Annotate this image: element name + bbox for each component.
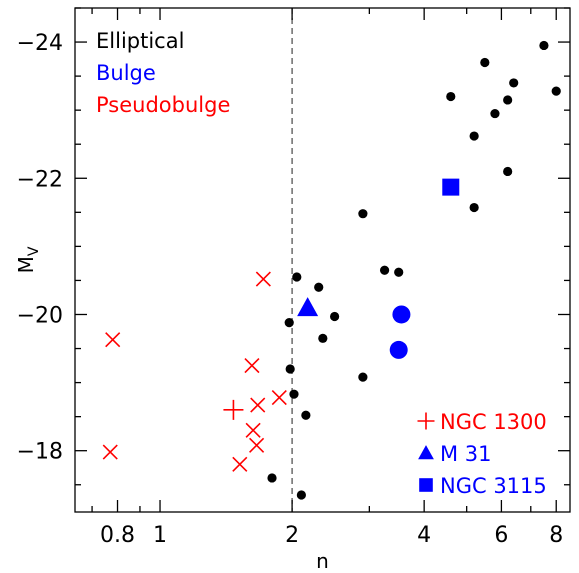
point-pseudobulge bbox=[244, 358, 260, 374]
legend: Elliptical Bulge Pseudobulge NGC 1300 M 31 NG… bbox=[96, 29, 547, 498]
legend-label-ngc-1300: NGC 1300 bbox=[440, 410, 547, 434]
point-ngc-3115 bbox=[442, 178, 460, 196]
point-pseudobulge bbox=[232, 456, 248, 472]
point-elliptical bbox=[301, 410, 311, 420]
point-m-31 bbox=[297, 297, 319, 317]
point-pseudobulge bbox=[255, 271, 271, 287]
point-elliptical bbox=[469, 131, 479, 141]
legend-label-m-31: M 31 bbox=[440, 442, 492, 466]
point-elliptical bbox=[296, 490, 306, 500]
x-tick-label: 0.8 bbox=[100, 523, 135, 548]
point-elliptical bbox=[318, 333, 328, 343]
y-axis-title-subscript: V bbox=[26, 246, 42, 256]
point-elliptical bbox=[509, 78, 519, 88]
legend-label-bulge: Bulge bbox=[96, 61, 156, 85]
point-elliptical bbox=[267, 473, 277, 483]
point-elliptical bbox=[469, 202, 479, 213]
legend-label-elliptical: Elliptical bbox=[96, 29, 184, 53]
point-elliptical bbox=[503, 95, 513, 105]
x-tick-label: 4 bbox=[417, 523, 431, 548]
point-elliptical bbox=[358, 209, 368, 219]
point-elliptical bbox=[394, 267, 404, 277]
point-elliptical bbox=[480, 57, 490, 68]
point-pseudobulge bbox=[271, 390, 287, 406]
point-elliptical bbox=[284, 318, 294, 328]
x-tick-label: 2 bbox=[285, 523, 299, 548]
y-tick-label: −24 bbox=[17, 31, 63, 56]
point-bulge bbox=[389, 340, 408, 359]
point-pseudobulge bbox=[245, 422, 261, 438]
legend-marker-plus bbox=[417, 412, 435, 430]
legend-marker-triangle bbox=[418, 445, 434, 460]
point-elliptical bbox=[314, 282, 324, 292]
point-elliptical bbox=[358, 372, 368, 382]
point-elliptical bbox=[292, 272, 302, 282]
point-elliptical bbox=[446, 91, 456, 102]
point-elliptical bbox=[551, 86, 561, 96]
point-elliptical bbox=[285, 364, 295, 374]
y-tick-label: −18 bbox=[17, 440, 63, 465]
point-elliptical bbox=[503, 166, 513, 177]
point-elliptical bbox=[379, 265, 390, 275]
point-ngc-1300 bbox=[223, 399, 244, 420]
legend-label-pseudobulge: Pseudobulge bbox=[96, 93, 230, 117]
x-axis-title: n bbox=[316, 549, 329, 573]
tick-labels: 0.8 1 2 4 6 8 −18 −20 −22 −24 bbox=[17, 31, 564, 548]
point-pseudobulge bbox=[102, 444, 118, 460]
point-pseudobulge bbox=[105, 332, 121, 348]
plot-frame bbox=[74, 7, 571, 513]
y-axis-title: MV bbox=[14, 246, 42, 273]
y-axis-title-main: M bbox=[14, 256, 38, 273]
x-tick-label: 1 bbox=[153, 523, 167, 548]
point-elliptical bbox=[330, 311, 340, 322]
data-points bbox=[102, 40, 561, 500]
legend-label-ngc-3115: NGC 3115 bbox=[440, 474, 547, 498]
x-tick-label: 6 bbox=[494, 523, 508, 548]
x-tick-label: 8 bbox=[549, 523, 563, 548]
y-tick-label: −20 bbox=[17, 303, 63, 328]
y-tick-label: −22 bbox=[17, 167, 63, 192]
point-elliptical bbox=[490, 108, 500, 119]
legend-marker-square bbox=[419, 478, 433, 492]
point-bulge bbox=[392, 305, 411, 324]
point-elliptical bbox=[289, 389, 299, 399]
point-elliptical bbox=[539, 40, 549, 51]
point-pseudobulge bbox=[249, 437, 265, 453]
point-pseudobulge bbox=[250, 397, 266, 413]
axis-ticks bbox=[75, 7, 570, 512]
